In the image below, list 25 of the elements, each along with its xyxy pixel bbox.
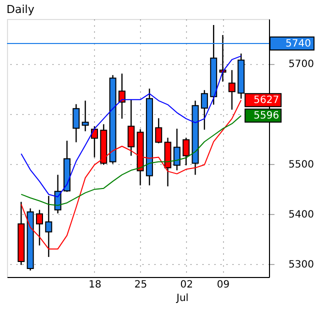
x-tick-label: 25 bbox=[134, 280, 148, 290]
x-tick-label: 09 bbox=[216, 280, 230, 290]
candlestick bbox=[200, 90, 208, 130]
candlestick bbox=[182, 137, 190, 166]
y-tick-label: 5700 bbox=[288, 59, 314, 70]
candlestick bbox=[173, 128, 180, 171]
candlestick bbox=[36, 209, 43, 246]
x-tick-label: 18 bbox=[88, 280, 102, 290]
candlestick bbox=[90, 126, 98, 158]
text: Jul bbox=[176, 293, 189, 304]
y-tick-label: 5500 bbox=[288, 159, 314, 170]
candlestick bbox=[72, 104, 80, 143]
chart-title: Daily bbox=[6, 3, 35, 16]
candlestick bbox=[82, 100, 89, 132]
ref-line-label: 5740 bbox=[286, 38, 311, 50]
candlestick bbox=[45, 195, 52, 258]
data-label: 5596 bbox=[254, 110, 280, 122]
line-series bbox=[20, 100, 242, 250]
data-label: 5627 bbox=[254, 95, 280, 106]
candlestick bbox=[118, 73, 126, 120]
y-tick-label: 5400 bbox=[288, 209, 314, 220]
x-tick-label: 02 bbox=[180, 280, 193, 290]
y-tick-label: 5300 bbox=[288, 259, 314, 270]
candlestick bbox=[228, 70, 236, 110]
candlestick bbox=[155, 118, 162, 144]
